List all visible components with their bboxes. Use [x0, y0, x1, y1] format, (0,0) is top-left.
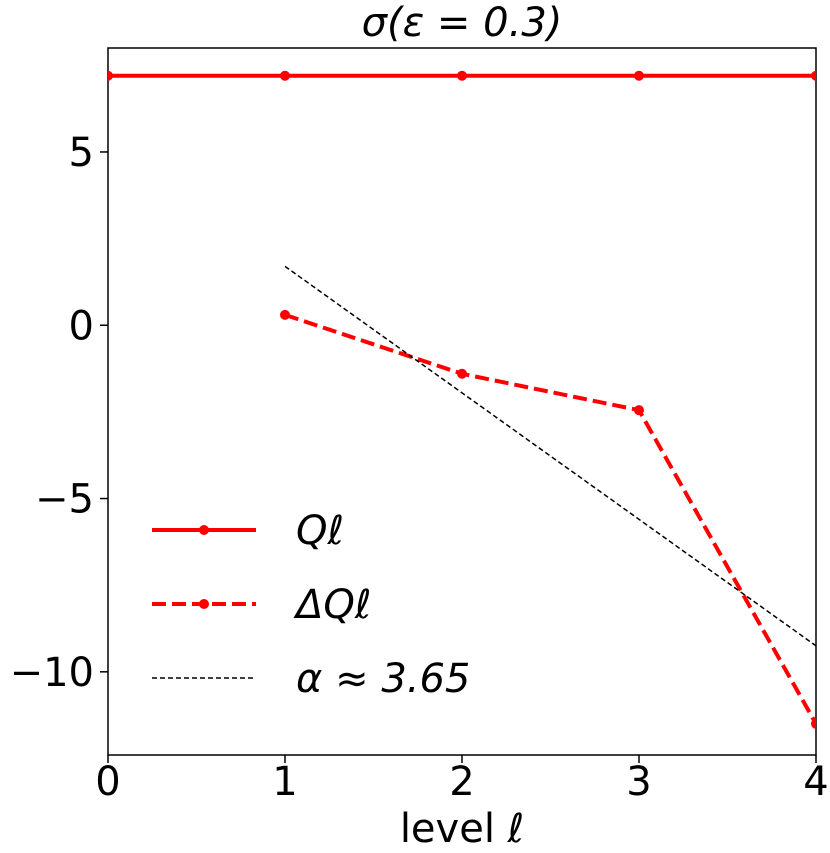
series-q [108, 70, 816, 81]
legend-label-q: Qℓ [296, 508, 344, 554]
x-tick-label: 2 [449, 759, 474, 805]
x-tick-label: 3 [626, 759, 651, 805]
x-tick-label: 0 [95, 759, 120, 805]
delta-q-point [280, 309, 290, 320]
delta-q-point [811, 718, 816, 729]
q-point [457, 70, 467, 81]
x-axis: 0 1 2 3 4 [95, 755, 829, 805]
chart-title: σ(ε = 0.3) [362, 0, 563, 46]
y-tick-label: 5 [69, 130, 94, 176]
legend-marker-q [199, 525, 209, 535]
delta-q-point [634, 405, 644, 416]
series-layer [108, 70, 816, 729]
plot-frame [107, 47, 817, 756]
x-tick-label: 1 [272, 759, 297, 805]
q-point [280, 70, 290, 81]
series-alpha-fit [284, 265, 816, 647]
y-axis: 5 0 −5 −10 [10, 130, 108, 696]
legend-label-alpha-fit: α ≈ 3.65 [296, 656, 470, 702]
q-point [811, 70, 816, 81]
y-tick-label: −5 [35, 477, 94, 523]
y-tick-label: 0 [69, 303, 94, 349]
q-point [108, 70, 113, 81]
alpha-fit-line [284, 265, 816, 647]
series-delta-q [280, 309, 816, 729]
legend: Qℓ ΔQℓ α ≈ 3.65 [152, 508, 470, 702]
delta-q-point [457, 368, 467, 379]
q-point [634, 70, 644, 81]
x-axis-label: level ℓ [400, 806, 524, 852]
y-tick-label: −10 [10, 650, 94, 696]
x-tick-label: 4 [803, 759, 828, 805]
legend-label-delta-q: ΔQℓ [293, 582, 371, 628]
legend-marker-delta-q [199, 599, 209, 609]
delta-q-line [284, 312, 816, 725]
